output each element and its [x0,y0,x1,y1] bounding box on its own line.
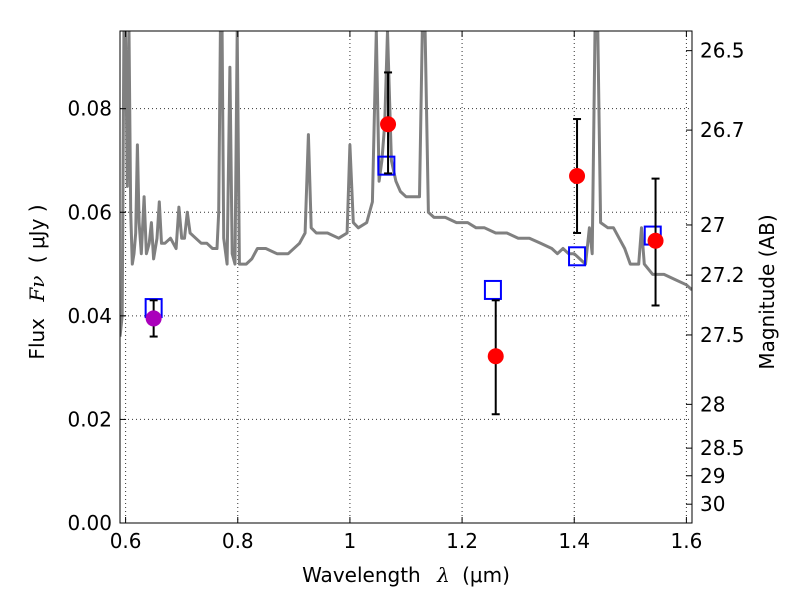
ticks-layer: 0.6 0.8 1 1.2 1.4 1.6 0.00 0.02 0.04 0.06 0.08 26.5… [67,31,745,553]
photometry-square-marker [483,279,502,300]
markers-layer [144,71,664,416]
photometry-circle-marker [487,348,504,365]
x-tick-label: 1.2 [446,529,478,553]
model-spectrum-line [120,31,692,337]
magnitude-tick-label: 29 [700,464,725,488]
x-tick-label: 1.4 [558,529,590,553]
y-axis-label-symbol: Fν [25,276,49,303]
y-tick-label: 0.06 [67,200,112,224]
y-tick-label: 0.04 [67,304,112,328]
magnitude-tick-label: 27.2 [700,263,745,287]
photometry-square-marker [377,155,396,176]
y-axis-label-unit: ( μJy ) [25,204,49,263]
magnitude-tick-label: 27 [700,213,725,237]
magnitude-axis-label: Magnitude (AB) [755,214,779,369]
magnitude-tick-label: 30 [700,492,725,516]
spectrum-layer [120,31,692,337]
x-tick-label: 1.6 [670,529,702,553]
x-axis-label-unit: (μm) [462,563,510,587]
magnitude-tick-label: 26.7 [700,118,745,142]
y-axis-label-text: Flux [25,318,49,360]
photometry-circle-marker [569,168,586,185]
y-axis-label: Flux Fν ( μJy ) [25,204,49,359]
photometry-circle-marker [145,310,162,327]
x-axis-label-symbol: λ [436,563,450,587]
magnitude-tick-label: 28 [700,392,725,416]
y-tick-label: 0.08 [67,97,112,121]
x-tick-label: 0.8 [222,529,254,553]
photometry-circle-marker [380,116,397,133]
y-tick-label: 0.00 [67,511,112,535]
magnitude-tick-label: 26.5 [700,39,745,63]
labels-layer: Wavelength λ (μm) Flux Fν ( μJy ) Magnit… [25,204,779,587]
photometry-square-marker [568,246,587,267]
x-tick-label: 1 [344,529,357,553]
x-tick-label: 0.6 [110,529,142,553]
plot-frame [119,30,693,524]
x-axis-label-text: Wavelength [302,563,421,587]
magnitude-tick-label: 27.5 [700,323,745,347]
y-tick-label: 0.02 [67,407,112,431]
photometry-circle-marker [647,232,664,249]
magnitude-tick-label: 28.5 [700,436,745,460]
x-axis-label: Wavelength λ (μm) [302,563,510,587]
